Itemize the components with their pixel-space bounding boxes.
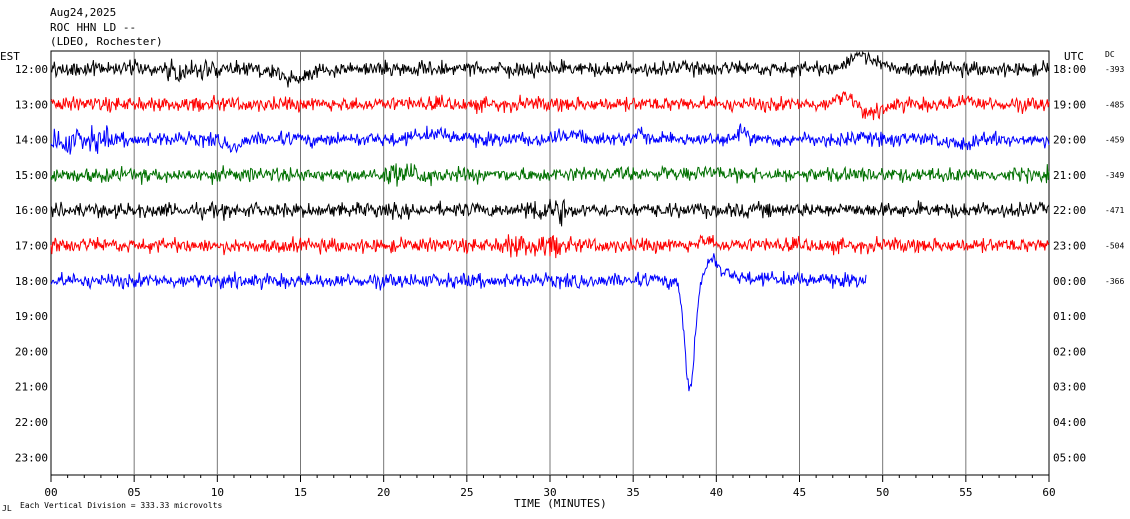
utc-hour-label: 22:00: [1053, 204, 1086, 217]
est-hour-label: 12:00: [15, 63, 48, 76]
utc-hour-label: 00:00: [1053, 275, 1086, 288]
seismic-trace: [50, 50, 1050, 88]
seismic-trace: [50, 253, 867, 392]
dc-offset-label: -485: [1105, 100, 1124, 109]
seismic-trace: [50, 123, 1050, 155]
x-tick-label: 55: [959, 486, 972, 499]
dc-offset-label: -349: [1105, 171, 1124, 180]
dc-offset-label: -459: [1105, 136, 1124, 145]
x-tick-label: 60: [1042, 486, 1055, 499]
utc-hour-label: 02:00: [1053, 345, 1086, 358]
header-date: Aug24,2025: [50, 6, 116, 19]
seismic-trace: [50, 163, 1050, 187]
dc-label: DC: [1105, 50, 1115, 59]
utc-hour-label: 23:00: [1053, 240, 1086, 253]
utc-hour-label: 18:00: [1053, 63, 1086, 76]
x-tick-label: 25: [460, 486, 473, 499]
footer-mark: JL: [2, 504, 12, 513]
x-tick-label: 00: [44, 486, 57, 499]
right-timezone-label: UTC: [1064, 50, 1084, 63]
utc-hour-label: 21:00: [1053, 169, 1086, 182]
est-hour-label: 13:00: [15, 98, 48, 111]
est-hour-label: 23:00: [15, 451, 48, 464]
est-hour-label: 16:00: [15, 204, 48, 217]
x-tick-label: 20: [377, 486, 390, 499]
seismic-trace: [50, 91, 1050, 121]
est-hour-label: 14:00: [15, 134, 48, 147]
left-timezone-label: EST: [0, 50, 20, 63]
x-tick-label: 15: [294, 486, 307, 499]
est-hour-label: 17:00: [15, 240, 48, 253]
x-tick-label: 30: [543, 486, 556, 499]
utc-hour-label: 19:00: [1053, 98, 1086, 111]
header-station: ROC HHN LD --: [50, 21, 136, 34]
utc-hour-label: 03:00: [1053, 381, 1086, 394]
est-hour-label: 21:00: [15, 381, 48, 394]
seismic-trace: [50, 198, 1050, 227]
est-hour-label: 15:00: [15, 169, 48, 182]
seismic-traces: [50, 50, 1050, 392]
chart-grid: [50, 50, 1050, 482]
utc-hour-label: 01:00: [1053, 310, 1086, 323]
est-hour-label: 20:00: [15, 345, 48, 358]
est-hour-label: 22:00: [15, 416, 48, 429]
x-tick-label: 45: [793, 486, 806, 499]
x-axis-label: TIME (MINUTES): [514, 497, 607, 510]
dc-offset-label: -504: [1105, 242, 1124, 251]
est-hour-label: 19:00: [15, 310, 48, 323]
dc-offset-label: -366: [1105, 277, 1124, 286]
utc-hour-label: 20:00: [1053, 134, 1086, 147]
seismic-trace: [50, 234, 1050, 259]
hour-labels: 12:00 18:00 -393 13:00 19:00 -485 14:00 20:00 -4…: [15, 63, 1125, 464]
x-tick-label: 35: [627, 486, 640, 499]
x-tick-label: 50: [876, 486, 889, 499]
dc-offset-label: -471: [1105, 206, 1124, 215]
header-network: (LDEO, Rochester): [50, 35, 163, 48]
x-tick-label: 10: [211, 486, 224, 499]
footer-scale-note: Each Vertical Division = 333.33 microvol…: [20, 501, 222, 510]
x-tick-label: 40: [710, 486, 723, 499]
utc-hour-label: 04:00: [1053, 416, 1086, 429]
x-tick-label: 05: [128, 486, 141, 499]
dc-offset-label: -393: [1105, 65, 1124, 74]
minute-tick-labels: 00 05 10 15 20 25 30 35 40 45 50 55 60: [44, 486, 1055, 499]
est-hour-label: 18:00: [15, 275, 48, 288]
utc-hour-label: 05:00: [1053, 451, 1086, 464]
